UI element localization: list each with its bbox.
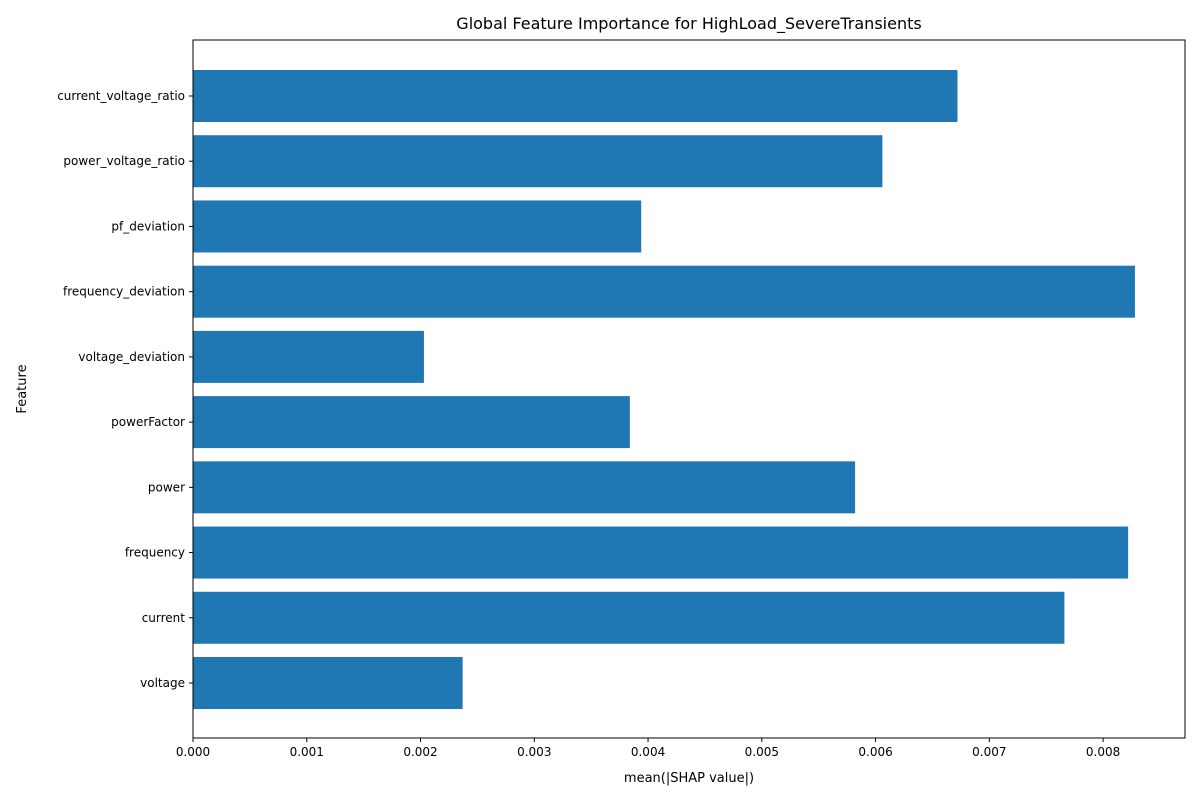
x-tick-label: 0.007 (972, 745, 1006, 759)
y-tick-label: current_voltage_ratio (57, 89, 185, 103)
chart-title: Global Feature Importance for HighLoad_S… (456, 14, 921, 34)
bars-group (193, 70, 1135, 709)
x-tick-label: 0.005 (745, 745, 779, 759)
x-tick-label: 0.000 (176, 745, 210, 759)
bar-power_voltage_ratio (193, 135, 883, 188)
y-tick-label: powerFactor (111, 415, 185, 429)
x-axis-ticks: 0.000 0.001 0.002 0.003 0.004 0.005 0.006 0.007… (176, 738, 1120, 759)
y-tick-label: power_voltage_ratio (63, 154, 185, 168)
bar-current (193, 591, 1065, 644)
bar-frequency (193, 526, 1129, 579)
y-tick-label: pf_deviation (111, 219, 185, 233)
bar-voltage_deviation (193, 330, 424, 383)
bar-voltage (193, 657, 463, 709)
bar-frequency_deviation (193, 265, 1135, 318)
y-tick-label: frequency (125, 546, 185, 560)
y-tick-label: voltage_deviation (78, 350, 185, 364)
y-tick-label: power (148, 480, 185, 494)
plot-frame (192, 39, 1186, 739)
x-tick-label: 0.008 (1086, 745, 1120, 759)
x-axis-label: mean(|SHAP value|) (624, 771, 754, 786)
x-tick-label: 0.001 (290, 745, 324, 759)
x-tick-label: 0.003 (517, 745, 551, 759)
bar-power (193, 461, 856, 514)
bar-current_voltage_ratio (193, 70, 958, 122)
y-tick-label: voltage (140, 676, 185, 690)
bar-pf_deviation (193, 200, 642, 253)
bar-powerFactor (193, 396, 630, 449)
y-axis-ticks: voltage current frequency power powerFactor v… (57, 89, 193, 690)
x-tick-label: 0.002 (403, 745, 437, 759)
y-axis-label: Feature (15, 364, 30, 413)
x-tick-label: 0.006 (858, 745, 892, 759)
y-tick-label: frequency_deviation (63, 285, 185, 299)
x-tick-label: 0.004 (631, 745, 665, 759)
y-tick-label: current (142, 611, 186, 625)
